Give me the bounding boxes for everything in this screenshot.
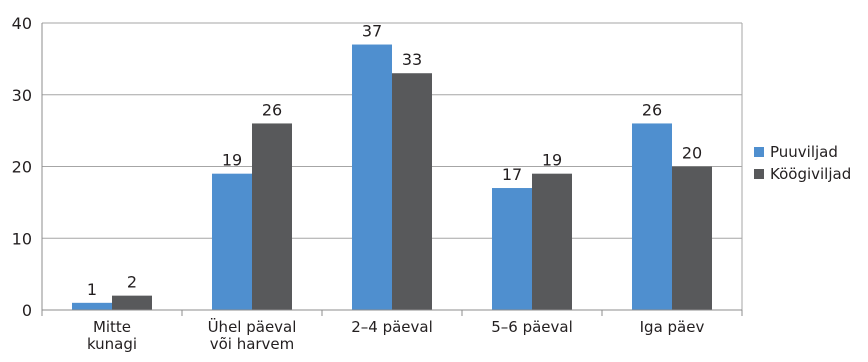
bar-series1 [492,188,532,310]
y-tick-label: 10 [12,229,32,248]
data-label: 37 [362,22,382,41]
bar-series2 [672,166,712,310]
data-label: 2 [127,273,137,292]
legend-label: Köögiviljad [770,165,851,183]
x-category-label-line: 2–4 päeval [351,318,433,336]
bar-series1 [352,44,392,311]
bar-series1 [72,302,112,310]
legend-swatch [754,169,764,179]
axes: 0 10 20 30 40 Mitte kunagi Ühel päeval või harve… [12,14,743,353]
x-category-label: 2–4 päeval [351,318,433,336]
data-label: 26 [642,100,662,119]
y-tick-label: 30 [12,86,32,105]
x-category-label-line: või harvem [210,335,295,353]
data-label: 26 [262,100,282,119]
legend-swatch [754,147,764,157]
bar-series2 [392,73,432,310]
x-category-label: Iga päev [640,318,705,336]
data-label: 17 [502,165,522,184]
data-label: 20 [682,144,702,163]
legend: Puuviljad Köögiviljad [754,143,851,183]
data-label: 33 [402,50,422,69]
bars [72,44,712,311]
bar-series2 [532,173,572,310]
bar-series1 [212,173,252,310]
x-category-label: 5–6 päeval [491,318,573,336]
x-category-label-line: Mitte [93,318,131,336]
x-category-label-line: Iga päev [640,318,705,336]
bar-series2 [252,123,292,310]
data-label: 19 [542,151,562,170]
x-category-label: Mitte kunagi [87,318,137,353]
legend-label: Puuviljad [770,143,838,161]
data-label: 1 [87,280,97,299]
bar-series1 [632,123,672,310]
data-label: 19 [222,151,242,170]
x-category-label-line: kunagi [87,335,137,353]
x-category-label: Ühel päeval või harvem [208,317,297,353]
y-tick-label: 20 [12,158,32,177]
x-category-label-line: 5–6 päeval [491,318,573,336]
y-tick-label: 0 [22,301,32,320]
y-tick-label: 40 [12,14,32,33]
bar-series2 [112,295,152,310]
x-category-label-line: Ühel päeval [208,317,297,336]
